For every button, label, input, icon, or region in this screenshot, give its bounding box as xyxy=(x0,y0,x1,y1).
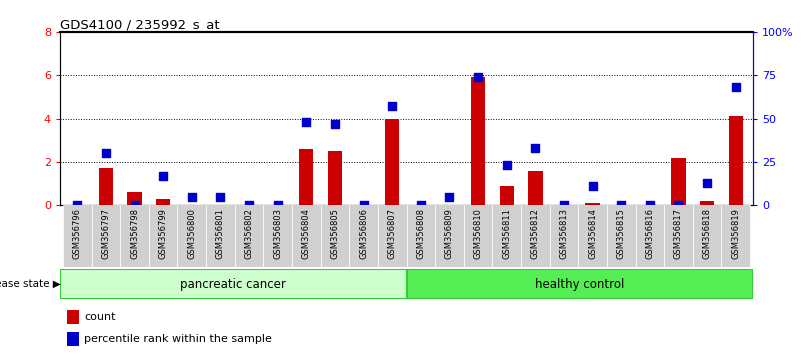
Text: GSM356805: GSM356805 xyxy=(331,209,340,259)
Point xyxy=(443,194,456,200)
Point xyxy=(414,202,427,208)
Bar xyxy=(292,205,320,267)
Bar xyxy=(578,205,607,267)
Bar xyxy=(664,205,693,267)
Text: GSM356802: GSM356802 xyxy=(244,209,254,259)
Point xyxy=(501,162,513,168)
Text: GSM356811: GSM356811 xyxy=(502,209,511,259)
Bar xyxy=(127,192,142,205)
Bar xyxy=(206,205,235,267)
Bar xyxy=(693,205,722,267)
Text: GSM356806: GSM356806 xyxy=(359,209,368,259)
Bar xyxy=(722,205,750,267)
Point xyxy=(185,194,198,200)
Bar xyxy=(178,205,206,267)
Text: GSM356797: GSM356797 xyxy=(102,209,111,259)
Point xyxy=(272,202,284,208)
Bar xyxy=(671,158,686,205)
Text: GSM356815: GSM356815 xyxy=(617,209,626,259)
Text: GSM356803: GSM356803 xyxy=(273,209,282,259)
Point xyxy=(730,85,743,90)
Text: GDS4100 / 235992_s_at: GDS4100 / 235992_s_at xyxy=(60,18,219,31)
Text: GSM356812: GSM356812 xyxy=(531,209,540,259)
Text: GSM356819: GSM356819 xyxy=(731,209,740,259)
Text: GSM356808: GSM356808 xyxy=(417,209,425,259)
Text: GSM356814: GSM356814 xyxy=(588,209,597,259)
Text: GSM356810: GSM356810 xyxy=(473,209,482,259)
Bar xyxy=(67,310,79,324)
Bar xyxy=(500,186,514,205)
Bar xyxy=(264,205,292,267)
Bar xyxy=(528,171,542,205)
Bar xyxy=(406,269,753,299)
Point xyxy=(328,121,341,127)
Point xyxy=(529,145,541,151)
Point xyxy=(300,119,312,125)
Bar xyxy=(700,201,714,205)
Text: GSM356798: GSM356798 xyxy=(130,209,139,259)
Point xyxy=(243,202,256,208)
Bar xyxy=(464,205,493,267)
Text: GSM356799: GSM356799 xyxy=(159,209,167,259)
Bar xyxy=(385,119,400,205)
Point xyxy=(357,202,370,208)
Bar xyxy=(149,205,178,267)
Text: GSM356807: GSM356807 xyxy=(388,209,396,259)
Text: GSM356804: GSM356804 xyxy=(302,209,311,259)
Bar xyxy=(99,169,113,205)
Point xyxy=(70,202,83,208)
Text: percentile rank within the sample: percentile rank within the sample xyxy=(84,334,272,344)
Bar xyxy=(378,205,406,267)
Text: GSM356813: GSM356813 xyxy=(559,209,569,259)
Point xyxy=(672,202,685,208)
Bar xyxy=(635,205,664,267)
Bar xyxy=(586,203,600,205)
Point xyxy=(557,202,570,208)
Bar xyxy=(493,205,521,267)
Point xyxy=(128,202,141,208)
Bar xyxy=(299,149,313,205)
Bar xyxy=(67,332,79,346)
Text: count: count xyxy=(84,312,116,322)
Bar xyxy=(63,205,91,267)
Point xyxy=(701,180,714,185)
Text: healthy control: healthy control xyxy=(535,278,625,291)
Text: GSM356801: GSM356801 xyxy=(216,209,225,259)
Bar xyxy=(471,78,485,205)
Bar xyxy=(729,116,743,205)
Text: pancreatic cancer: pancreatic cancer xyxy=(180,278,286,291)
Text: GSM356796: GSM356796 xyxy=(73,209,82,259)
Bar xyxy=(156,199,171,205)
Bar xyxy=(349,205,378,267)
Bar xyxy=(328,151,342,205)
Text: disease state ▶: disease state ▶ xyxy=(0,279,61,289)
Text: GSM356816: GSM356816 xyxy=(646,209,654,259)
Bar xyxy=(521,205,549,267)
Point xyxy=(157,173,170,179)
Text: GSM356818: GSM356818 xyxy=(702,209,711,259)
Bar xyxy=(549,205,578,267)
Bar xyxy=(435,205,464,267)
Bar xyxy=(320,205,349,267)
Bar xyxy=(60,269,406,299)
Point xyxy=(214,194,227,200)
Text: GSM356817: GSM356817 xyxy=(674,209,683,259)
Text: GSM356809: GSM356809 xyxy=(445,209,454,259)
Text: GSM356800: GSM356800 xyxy=(187,209,196,259)
Point xyxy=(472,74,485,80)
Bar xyxy=(235,205,264,267)
Bar xyxy=(120,205,149,267)
Point xyxy=(615,202,628,208)
Point xyxy=(386,104,399,109)
Bar xyxy=(406,205,435,267)
Point xyxy=(99,150,112,156)
Point xyxy=(586,183,599,189)
Bar xyxy=(607,205,635,267)
Point xyxy=(643,202,656,208)
Bar xyxy=(91,205,120,267)
